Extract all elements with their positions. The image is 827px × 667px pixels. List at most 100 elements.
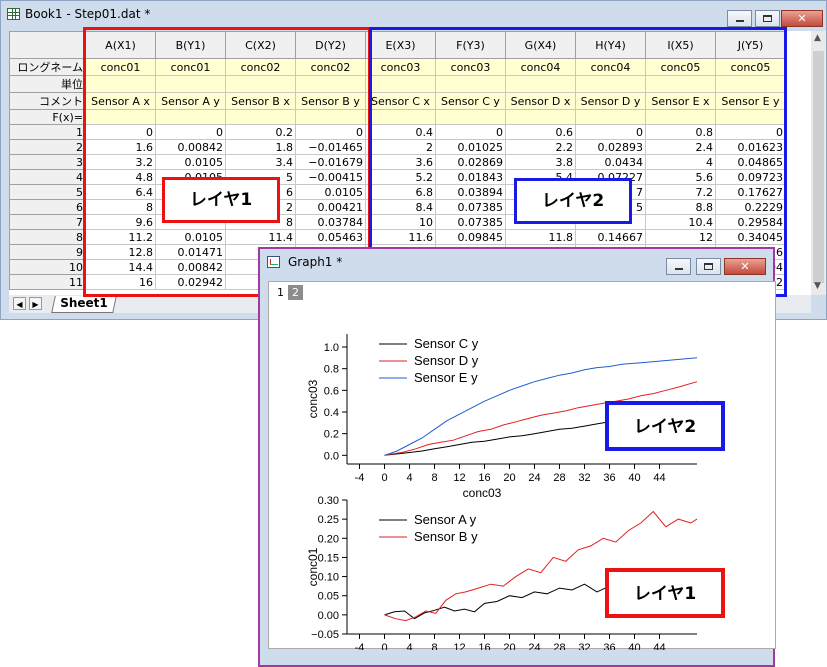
row-number[interactable]: 8 [9,229,86,245]
data-cell[interactable]: 8 [85,199,156,215]
units-cell[interactable] [575,75,646,93]
data-cell[interactable]: 11.8 [505,229,576,245]
layer-tab-1[interactable]: 1 [273,285,288,300]
column-header[interactable]: A(X1) [85,31,156,59]
data-cell[interactable]: 1.6 [85,139,156,155]
data-cell[interactable]: 10 [365,214,436,230]
data-cell[interactable]: 2.4 [645,139,716,155]
data-cell[interactable]: −0.01679 [295,154,366,170]
data-cell[interactable]: 0 [575,124,646,140]
data-cell[interactable]: 0.09723 [715,169,786,185]
data-cell[interactable]: 0.00842 [155,259,226,275]
formula-cell[interactable] [225,109,296,125]
comment-cell[interactable]: Sensor C y [435,92,506,110]
graph-canvas[interactable]: -4 0 4 8 12 16 20 24 28 32 36 40 440.00.20.40.60.81.… [269,282,777,650]
data-cell[interactable]: 5.2 [365,169,436,185]
data-cell[interactable]: 9.6 [85,214,156,230]
vertical-scrollbar[interactable]: ▲ ▼ [811,31,826,295]
data-cell[interactable]: 0.00842 [155,139,226,155]
data-cell[interactable]: 7.2 [645,184,716,200]
data-cell[interactable]: 0.03894 [435,184,506,200]
comment-cell[interactable]: Sensor D x [505,92,576,110]
formula-cell[interactable] [645,109,716,125]
long-name-cell[interactable]: conc01 [85,58,156,76]
row-number[interactable]: 6 [9,199,86,215]
formula-cell[interactable] [85,109,156,125]
units-cell[interactable] [645,75,716,93]
table-row[interactable]: 44.8−0.01055−0.004155.20.018435.40.07227… [9,169,786,185]
data-cell[interactable]: 12 [645,229,716,245]
long-name-cell[interactable]: conc04 [575,58,646,76]
data-cell[interactable]: 4 [645,154,716,170]
formula-cell[interactable] [365,109,436,125]
long-name-cell[interactable]: conc03 [365,58,436,76]
data-cell[interactable]: 0.0434 [575,154,646,170]
row-number[interactable]: 1 [9,124,86,140]
data-cell[interactable]: 0.04865 [715,154,786,170]
sheet-tab[interactable]: Sheet1 [51,296,117,313]
data-cell[interactable]: 5.6 [645,169,716,185]
row-number[interactable]: 7 [9,214,86,230]
comment-cell[interactable]: Sensor A y [155,92,226,110]
graph-close-button[interactable]: ✕ [724,258,766,275]
data-cell[interactable]: 3.8 [505,154,576,170]
data-cell[interactable]: 0.01843 [435,169,506,185]
long-name-cell[interactable]: conc03 [435,58,506,76]
row-number[interactable]: 4 [9,169,86,185]
minimize-button[interactable] [727,10,752,27]
data-cell[interactable]: 11.6 [365,229,436,245]
column-header[interactable]: H(Y4) [575,31,646,59]
graph-minimize-button[interactable] [666,258,691,275]
data-cell[interactable]: 0.01025 [435,139,506,155]
row-number[interactable]: 9 [9,244,86,260]
data-cell[interactable]: 0 [435,124,506,140]
data-cell[interactable]: 0.0105 [155,229,226,245]
column-header[interactable]: G(X4) [505,31,576,59]
data-cell[interactable]: 2.2 [505,139,576,155]
formula-cell[interactable] [435,109,506,125]
data-cell[interactable]: 0.02869 [435,154,506,170]
row-number[interactable]: 11 [9,274,86,290]
comment-cell[interactable]: Sensor A x [85,92,156,110]
data-cell[interactable]: 0.4 [365,124,436,140]
comment-cell[interactable]: Sensor B y [295,92,366,110]
row-number[interactable]: 3 [9,154,86,170]
long-name-cell[interactable]: conc02 [225,58,296,76]
comment-cell[interactable]: Sensor C x [365,92,436,110]
maximize-button[interactable] [755,10,780,27]
data-cell[interactable]: 8.4 [365,199,436,215]
formula-cell[interactable] [575,109,646,125]
table-row[interactable]: 3 3.2 0.0105 3.4 −0.01679 3.6 0.02869 3.8 0.0434… [9,154,786,170]
long-name-cell[interactable]: conc04 [505,58,576,76]
data-cell[interactable]: 11.4 [225,229,296,245]
data-cell[interactable]: 10.4 [645,214,716,230]
data-cell[interactable]: 1.8 [225,139,296,155]
data-cell[interactable]: 0.03784 [295,214,366,230]
next-sheet-icon[interactable]: ▶ [29,297,42,310]
column-header[interactable]: E(X3) [365,31,436,59]
data-cell[interactable]: 6.8 [365,184,436,200]
data-cell[interactable]: 0.14667 [575,229,646,245]
data-cell[interactable]: 0.8 [645,124,716,140]
long-name-cell[interactable]: conc05 [645,58,716,76]
corner-cell[interactable] [9,31,86,59]
data-cell[interactable]: 0.07385 [435,214,506,230]
data-cell[interactable]: 0.6 [505,124,576,140]
formula-cell[interactable] [295,109,366,125]
column-header[interactable]: J(Y5) [715,31,786,59]
row-number[interactable]: 2 [9,139,86,155]
table-row[interactable]: 2 1.6 0.00842 1.8 −0.01465 2 0.01025 2.2 0.02893… [9,139,786,155]
data-cell[interactable]: 0.29584 [715,214,786,230]
data-cell[interactable]: 0.0105 [295,184,366,200]
units-cell[interactable] [295,75,366,93]
data-cell[interactable]: 3.4 [225,154,296,170]
units-cell[interactable] [365,75,436,93]
data-cell[interactable]: 6.4 [85,184,156,200]
comment-cell[interactable]: Sensor E x [645,92,716,110]
column-header[interactable]: I(X5) [645,31,716,59]
long-name-cell[interactable]: conc02 [295,58,366,76]
long-name-cell[interactable]: conc01 [155,58,226,76]
data-cell[interactable]: 0 [715,124,786,140]
workbook-window[interactable]: Book1 - Step01.dat * ✕ A(X1) B(Y1) C(X2) D(… [0,0,827,320]
data-cell[interactable]: 11.2 [85,229,156,245]
